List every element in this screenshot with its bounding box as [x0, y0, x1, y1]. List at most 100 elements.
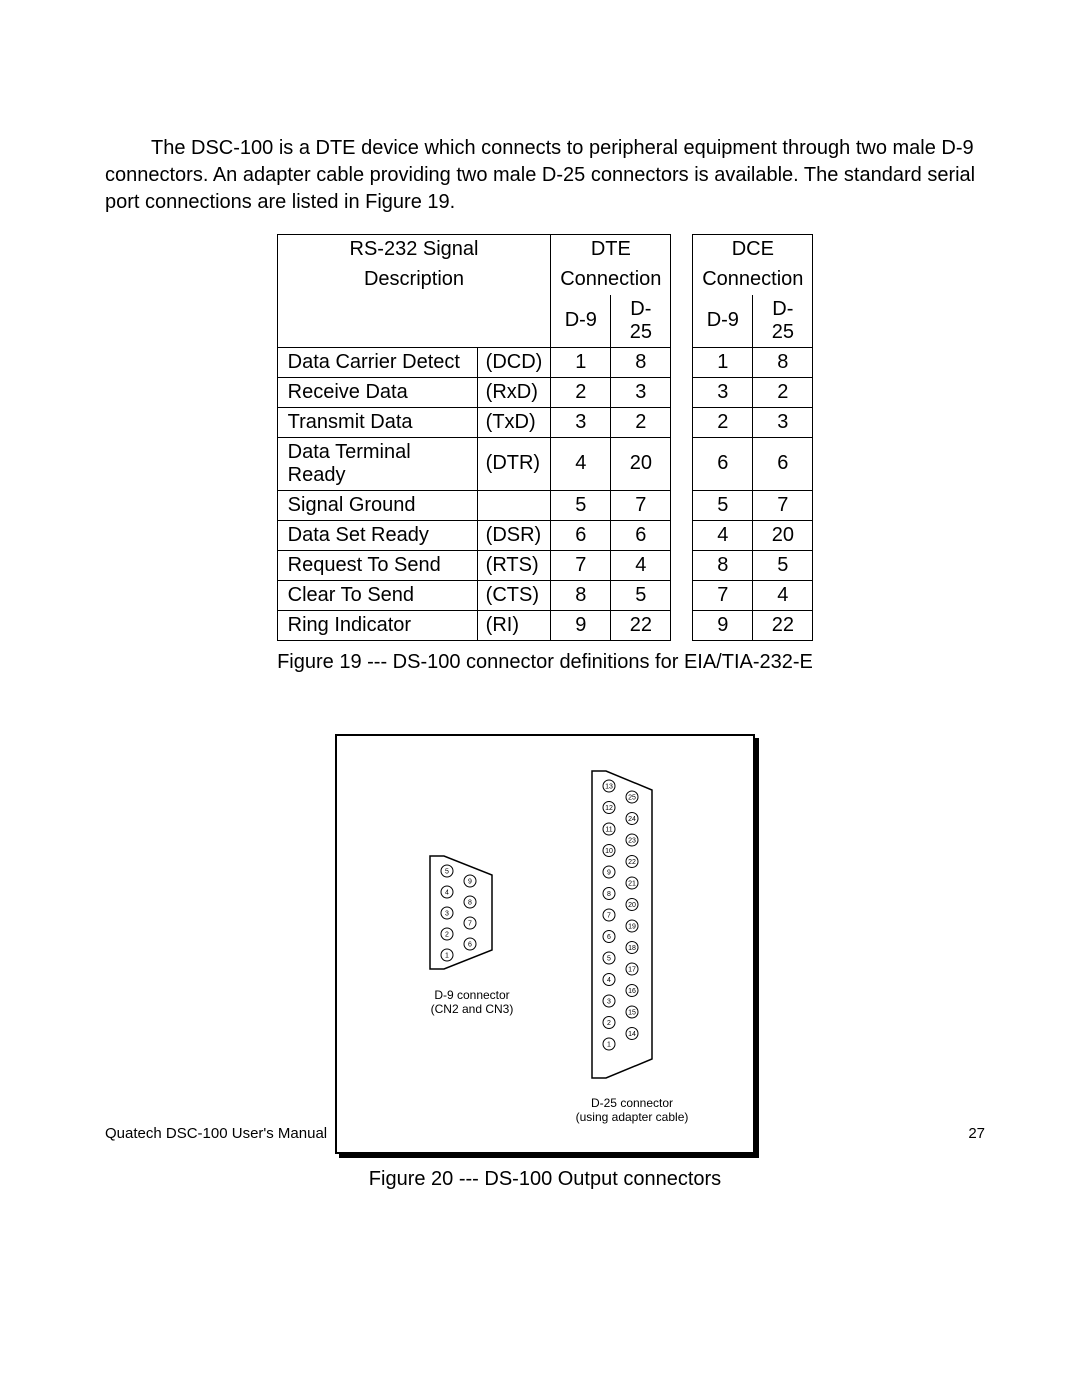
table-row: Clear To Send(CTS)8574 [277, 580, 813, 610]
hdr-dte-d25: D-25 [611, 295, 671, 348]
dte-d25: 20 [611, 437, 671, 490]
hdr-sigdesc-l2: Description [277, 265, 551, 295]
dce-d25: 8 [753, 347, 813, 377]
table-row: Request To Send(RTS)7485 [277, 550, 813, 580]
dce-d9: 5 [693, 490, 753, 520]
d25-label-l2: (using adapter cable) [576, 1110, 689, 1124]
signal-abbr: (DTR) [477, 437, 551, 490]
signal-name: Signal Ground [277, 490, 477, 520]
page-footer: Quatech DSC-100 User's Manual 27 [105, 1125, 985, 1142]
dte-d25: 3 [611, 377, 671, 407]
dce-d9: 4 [693, 520, 753, 550]
hdr-blank [277, 295, 551, 348]
svg-text:11: 11 [605, 826, 612, 833]
dte-d25: 4 [611, 550, 671, 580]
table-row: Ring Indicator(RI)922922 [277, 610, 813, 640]
dce-d9: 3 [693, 377, 753, 407]
dte-d25: 2 [611, 407, 671, 437]
svg-text:23: 23 [628, 837, 636, 844]
dte-d9: 6 [551, 520, 611, 550]
signal-name: Data Terminal Ready [277, 437, 477, 490]
dte-d25: 5 [611, 580, 671, 610]
dce-d9: 9 [693, 610, 753, 640]
signal-name: Ring Indicator [277, 610, 477, 640]
dce-d9: 7 [693, 580, 753, 610]
svg-text:25: 25 [628, 794, 636, 801]
table-row: Transmit Data(TxD)3223 [277, 407, 813, 437]
dce-d25: 5 [753, 550, 813, 580]
svg-text:6: 6 [607, 934, 611, 941]
dte-d9: 4 [551, 437, 611, 490]
d25-label-l1: D-25 connector [591, 1096, 673, 1110]
svg-text:13: 13 [605, 783, 613, 790]
table-row: Receive Data(RxD)2332 [277, 377, 813, 407]
signal-abbr: (DSR) [477, 520, 551, 550]
signal-abbr [477, 490, 551, 520]
dce-d9: 2 [693, 407, 753, 437]
dte-d9: 3 [551, 407, 611, 437]
hdr-dte-d9: D-9 [551, 295, 611, 348]
signal-abbr: (CTS) [477, 580, 551, 610]
dce-d25: 4 [753, 580, 813, 610]
svg-text:16: 16 [628, 988, 636, 995]
svg-text:3: 3 [607, 998, 611, 1005]
signal-table: RS-232 Signal DTE DCE Description Connec… [277, 234, 814, 641]
signal-name: Request To Send [277, 550, 477, 580]
svg-text:5: 5 [607, 955, 611, 962]
hdr-dce-d9: D-9 [693, 295, 753, 348]
hdr-dce-l2: Connection [693, 265, 813, 295]
d25-label: D-25 connector (using adapter cable) [562, 1096, 702, 1125]
dce-d25: 6 [753, 437, 813, 490]
dce-d25: 2 [753, 377, 813, 407]
d25-connector-diagram: 1312111098765432125242322212019181716151… [337, 756, 677, 1096]
svg-text:2: 2 [607, 1020, 611, 1027]
svg-text:4: 4 [607, 977, 611, 984]
hdr-dte-l1: DTE [551, 235, 671, 265]
dte-d25: 22 [611, 610, 671, 640]
signal-name: Clear To Send [277, 580, 477, 610]
dce-d9: 1 [693, 347, 753, 377]
dce-d25: 20 [753, 520, 813, 550]
table-row: Data Terminal Ready(DTR)42066 [277, 437, 813, 490]
figure19-caption: Figure 19 --- DS-100 connector definitio… [105, 651, 985, 674]
figure20-box: 543219876 D-9 connector (CN2 and CN3) 13… [335, 734, 755, 1154]
footer-right: 27 [968, 1125, 985, 1142]
svg-text:22: 22 [628, 859, 636, 866]
svg-text:1: 1 [607, 1041, 611, 1048]
signal-abbr: (DCD) [477, 347, 551, 377]
svg-text:21: 21 [628, 880, 636, 887]
hdr-dce-l1: DCE [693, 235, 813, 265]
svg-text:10: 10 [605, 848, 613, 855]
intro-paragraph: The DSC-100 is a DTE device which connec… [105, 135, 985, 216]
svg-text:24: 24 [628, 816, 636, 823]
dte-d25: 7 [611, 490, 671, 520]
dte-d9: 8 [551, 580, 611, 610]
dte-d9: 2 [551, 377, 611, 407]
table-row: Data Set Ready(DSR)66420 [277, 520, 813, 550]
svg-text:20: 20 [628, 902, 636, 909]
dte-d9: 9 [551, 610, 611, 640]
dce-d25: 3 [753, 407, 813, 437]
svg-text:12: 12 [605, 805, 613, 812]
svg-text:15: 15 [628, 1009, 636, 1016]
signal-name: Receive Data [277, 377, 477, 407]
signal-abbr: (RxD) [477, 377, 551, 407]
dte-d9: 5 [551, 490, 611, 520]
signal-name: Data Set Ready [277, 520, 477, 550]
footer-left: Quatech DSC-100 User's Manual [105, 1125, 327, 1142]
dce-d25: 7 [753, 490, 813, 520]
svg-text:17: 17 [628, 966, 636, 973]
signal-name: Data Carrier Detect [277, 347, 477, 377]
dte-d9: 1 [551, 347, 611, 377]
dce-d9: 8 [693, 550, 753, 580]
signal-abbr: (RTS) [477, 550, 551, 580]
hdr-dte-l2: Connection [551, 265, 671, 295]
hdr-dce-d25: D-25 [753, 295, 813, 348]
svg-text:8: 8 [607, 891, 611, 898]
svg-text:9: 9 [607, 869, 611, 876]
signal-name: Transmit Data [277, 407, 477, 437]
signal-abbr: (TxD) [477, 407, 551, 437]
signal-abbr: (RI) [477, 610, 551, 640]
dce-d25: 22 [753, 610, 813, 640]
svg-text:14: 14 [628, 1031, 636, 1038]
